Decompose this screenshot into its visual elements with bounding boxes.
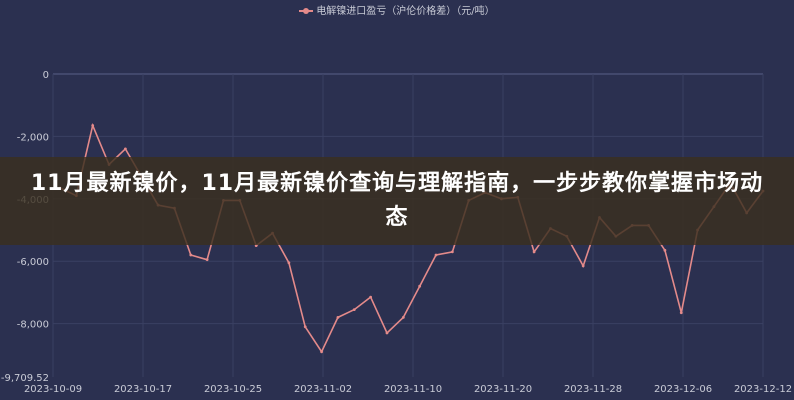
data-point [401, 316, 405, 319]
legend-line-marker-icon [299, 7, 314, 15]
x-tick-label: 2023-11-10 [384, 384, 442, 395]
x-tick-label: 2023-10-17 [114, 384, 172, 395]
data-point [91, 124, 95, 127]
x-tick-label: 2023-10-25 [204, 384, 262, 395]
x-tick-label: 2023-11-02 [294, 384, 352, 395]
data-point [679, 311, 683, 315]
x-tick-label: 2023-12-06 [654, 384, 712, 395]
data-point [205, 258, 209, 262]
data-point [369, 295, 373, 299]
y-tick-label: -9,709.52 [1, 373, 49, 384]
y-tick-label: -2,000 [17, 132, 49, 143]
x-tick-label: 2023-11-28 [564, 384, 622, 395]
title-banner: 11月最新镍价，11月最新镍价查询与理解指南，一步步教你掌握市场动态 [0, 157, 794, 245]
x-tick-label: 2023-11-20 [474, 384, 532, 395]
legend-label: 电解镍进口盈亏（沪伦价格差）（元/吨） [316, 6, 495, 17]
article-title: 11月最新镍价，11月最新镍价查询与理解指南，一步步教你掌握市场动态 [30, 171, 764, 230]
x-tick-label: 2023-10-09 [24, 384, 82, 395]
data-point [303, 325, 307, 329]
data-point [581, 264, 585, 268]
y-tick-label: 0 [43, 70, 49, 81]
data-point [352, 308, 356, 312]
data-point [434, 253, 438, 257]
data-point [336, 316, 340, 319]
y-tick-label: -6,000 [17, 257, 49, 268]
chart-legend[interactable]: 电解镍进口盈亏（沪伦价格差）（元/吨） [0, 2, 794, 17]
data-point [385, 331, 389, 335]
data-point [418, 284, 422, 288]
data-point [123, 147, 127, 151]
data-point [450, 250, 454, 254]
data-point [287, 261, 291, 265]
data-point [320, 350, 323, 354]
data-point [532, 250, 536, 254]
data-point [189, 253, 193, 257]
data-point [663, 248, 667, 252]
y-tick-label: -8,000 [17, 320, 49, 331]
x-tick-label: 2023-12-12 [734, 384, 792, 395]
